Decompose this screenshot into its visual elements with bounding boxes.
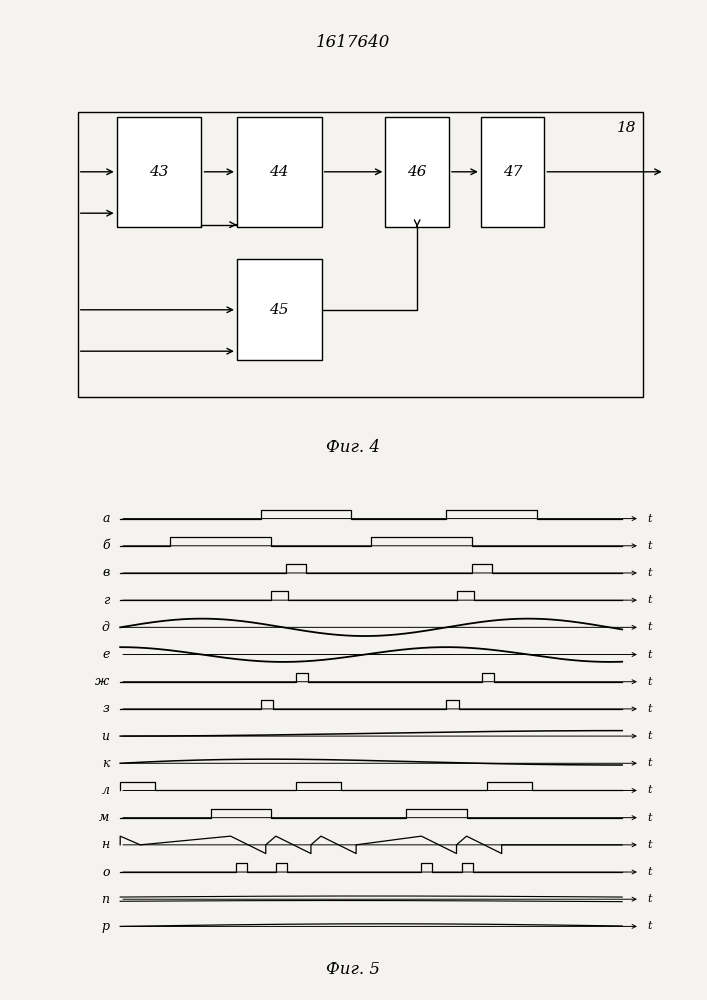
- Text: t: t: [647, 704, 651, 714]
- Bar: [78, 112, 643, 397]
- Text: г: г: [103, 594, 110, 607]
- Text: t: t: [647, 677, 651, 687]
- Text: б: б: [102, 539, 110, 552]
- Bar: [385, 117, 449, 227]
- Text: t: t: [647, 894, 651, 904]
- Text: и: и: [102, 730, 110, 743]
- Text: 43: 43: [149, 165, 169, 179]
- Text: t: t: [647, 595, 651, 605]
- Text: t: t: [647, 840, 651, 850]
- Text: л: л: [102, 784, 110, 797]
- Text: t: t: [647, 758, 651, 768]
- Text: Фиг. 4: Фиг. 4: [327, 439, 380, 456]
- Text: п: п: [102, 893, 110, 906]
- Text: t: t: [647, 514, 651, 524]
- Text: 44: 44: [269, 165, 289, 179]
- Text: t: t: [647, 867, 651, 877]
- Text: t: t: [647, 650, 651, 660]
- Text: 1617640: 1617640: [316, 34, 391, 51]
- Text: з: з: [103, 702, 110, 715]
- Text: t: t: [647, 813, 651, 823]
- Text: д: д: [102, 621, 110, 634]
- Text: р: р: [102, 920, 110, 933]
- Text: 18: 18: [617, 121, 636, 135]
- Bar: [237, 259, 322, 360]
- Text: t: t: [647, 568, 651, 578]
- Text: е: е: [103, 648, 110, 661]
- Bar: [237, 117, 322, 227]
- Text: а: а: [102, 512, 110, 525]
- Text: в: в: [103, 566, 110, 579]
- Text: t: t: [647, 785, 651, 795]
- Text: 47: 47: [503, 165, 522, 179]
- Text: к: к: [102, 757, 110, 770]
- Bar: [117, 117, 201, 227]
- Text: Фиг. 5: Фиг. 5: [327, 962, 380, 978]
- Text: t: t: [647, 921, 651, 931]
- Text: м: м: [99, 811, 110, 824]
- Text: ж: ж: [95, 675, 110, 688]
- Bar: [481, 117, 544, 227]
- Text: о: о: [102, 866, 110, 879]
- Text: t: t: [647, 622, 651, 632]
- Text: 46: 46: [407, 165, 427, 179]
- Text: н: н: [101, 838, 110, 851]
- Text: t: t: [647, 731, 651, 741]
- Text: 45: 45: [269, 303, 289, 317]
- Text: t: t: [647, 541, 651, 551]
